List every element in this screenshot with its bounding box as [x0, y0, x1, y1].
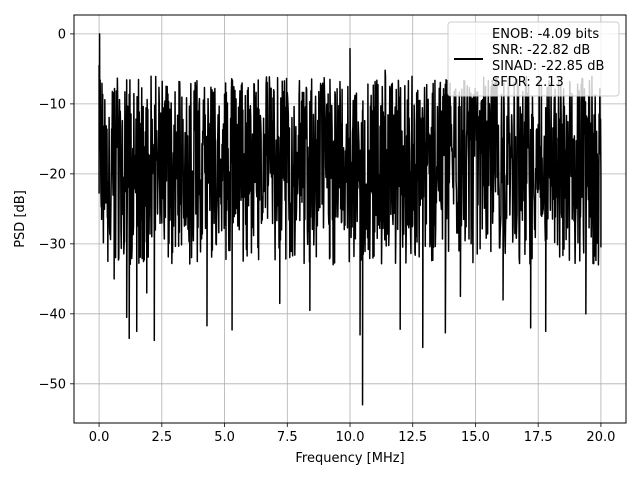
x-tick-label: 5.0 [214, 430, 235, 445]
y-tick-label: −30 [39, 237, 66, 252]
x-tick-label: 15.0 [461, 430, 490, 445]
x-axis-label: Frequency [MHz] [295, 451, 404, 466]
tick-marks [70, 33, 602, 427]
x-tick-label: 20.0 [586, 430, 615, 445]
x-tick-label: 0.0 [89, 430, 110, 445]
x-tick-label: 17.5 [524, 430, 553, 445]
x-tick-label: 12.5 [398, 430, 427, 445]
y-tick-label: −40 [39, 307, 66, 322]
x-tick-label: 2.5 [151, 430, 172, 445]
y-tick-label: −10 [39, 97, 66, 112]
x-tick-labels: 0.0 2.5 5.0 7.5 10.0 12.5 15.0 17.5 20.0 [89, 430, 616, 445]
psd-series-line [98, 33, 602, 406]
legend: ENOB: -4.09 bits SNR: -22.82 dB SINAD: -22… [447, 21, 620, 97]
plot-area [98, 33, 602, 406]
legend-label: ENOB: -4.09 bits SNR: -22.82 dB SINAD: -22… [492, 27, 604, 90]
y-tick-label: 0 [58, 27, 66, 42]
x-tick-label: 10.0 [336, 430, 365, 445]
x-tick-label: 7.5 [277, 430, 298, 445]
y-tick-label: −50 [39, 377, 66, 392]
y-tick-labels: 0 −10 −20 −30 −40 −50 [39, 27, 66, 392]
legend-box [447, 21, 620, 97]
y-tick-label: −20 [39, 167, 66, 182]
y-axis-label: PSD [dB] [13, 190, 28, 248]
